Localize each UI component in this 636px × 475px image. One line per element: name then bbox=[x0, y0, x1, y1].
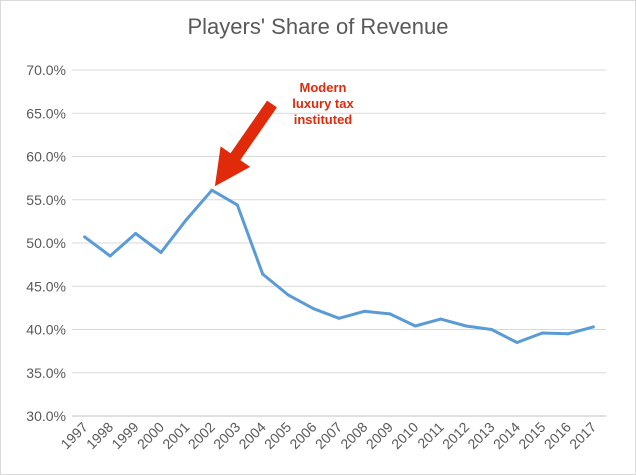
data-point bbox=[515, 340, 519, 344]
y-tick-label: 45.0% bbox=[26, 278, 66, 294]
x-tick-label: 1999 bbox=[108, 419, 141, 452]
x-tick-label: 2004 bbox=[235, 419, 268, 452]
data-point bbox=[312, 307, 316, 311]
x-tick-label: 2010 bbox=[388, 419, 421, 452]
y-tick-label: 70.0% bbox=[26, 62, 66, 78]
x-tick-label: 2001 bbox=[159, 419, 192, 452]
data-point bbox=[337, 316, 341, 320]
y-axis-tick-labels: 30.0% 35.0% 40.0% 45.0% 50.0% 55.0% 60.0% 65.0%… bbox=[26, 62, 66, 424]
x-tick-label: 2005 bbox=[261, 419, 294, 452]
x-tick-label: 2003 bbox=[210, 419, 243, 452]
data-point bbox=[464, 324, 468, 328]
data-point bbox=[439, 317, 443, 321]
x-axis-tick-labels: 1997199819992000200120022003200420052006… bbox=[57, 419, 599, 452]
x-tick-label: 2013 bbox=[464, 419, 497, 452]
y-tick-label: 60.0% bbox=[26, 149, 66, 165]
x-tick-label: 2006 bbox=[286, 419, 319, 452]
series-layer bbox=[83, 188, 595, 344]
data-point bbox=[184, 218, 188, 222]
data-point bbox=[388, 312, 392, 316]
data-point bbox=[210, 188, 214, 192]
y-tick-label: 55.0% bbox=[26, 192, 66, 208]
data-point bbox=[134, 231, 138, 235]
data-point bbox=[286, 293, 290, 297]
x-tick-label: 2015 bbox=[515, 419, 548, 452]
annotation: Modern luxury tax instituted bbox=[214, 80, 354, 187]
x-tick-label: 2009 bbox=[363, 419, 396, 452]
annotation-line-1: Modern bbox=[300, 80, 347, 95]
x-tick-label: 2017 bbox=[566, 419, 599, 452]
x-tick-label: 2000 bbox=[134, 419, 167, 452]
annotation-line-3: instituted bbox=[294, 112, 353, 127]
data-point bbox=[108, 254, 112, 258]
y-tick-label: 35.0% bbox=[26, 365, 66, 381]
x-tick-label: 2016 bbox=[541, 419, 574, 452]
x-tick-label: 1998 bbox=[83, 419, 116, 452]
y-tick-label: 65.0% bbox=[26, 105, 66, 121]
y-tick-label: 30.0% bbox=[26, 408, 66, 424]
data-point bbox=[413, 324, 417, 328]
data-point bbox=[261, 272, 265, 276]
annotation-arrow bbox=[214, 100, 277, 187]
x-tick-label: 2002 bbox=[185, 419, 218, 452]
annotation-line-2: luxury tax bbox=[292, 96, 354, 111]
chart-title: Players' Share of Revenue bbox=[187, 14, 449, 39]
data-point bbox=[235, 203, 239, 207]
x-tick-label: 2007 bbox=[312, 419, 345, 452]
x-tick-label: 2014 bbox=[490, 419, 523, 452]
x-tick-label: 2011 bbox=[414, 419, 447, 452]
data-point bbox=[83, 235, 87, 239]
data-point bbox=[159, 251, 163, 255]
data-point bbox=[566, 332, 570, 336]
data-point bbox=[540, 331, 544, 335]
gridlines bbox=[72, 69, 606, 417]
y-tick-label: 40.0% bbox=[26, 322, 66, 338]
x-tick-label: 2008 bbox=[337, 419, 370, 452]
data-point bbox=[490, 328, 494, 331]
data-point bbox=[591, 325, 595, 329]
data-point bbox=[362, 309, 366, 313]
y-tick-label: 50.0% bbox=[26, 235, 66, 251]
x-tick-label: 2012 bbox=[439, 419, 472, 452]
